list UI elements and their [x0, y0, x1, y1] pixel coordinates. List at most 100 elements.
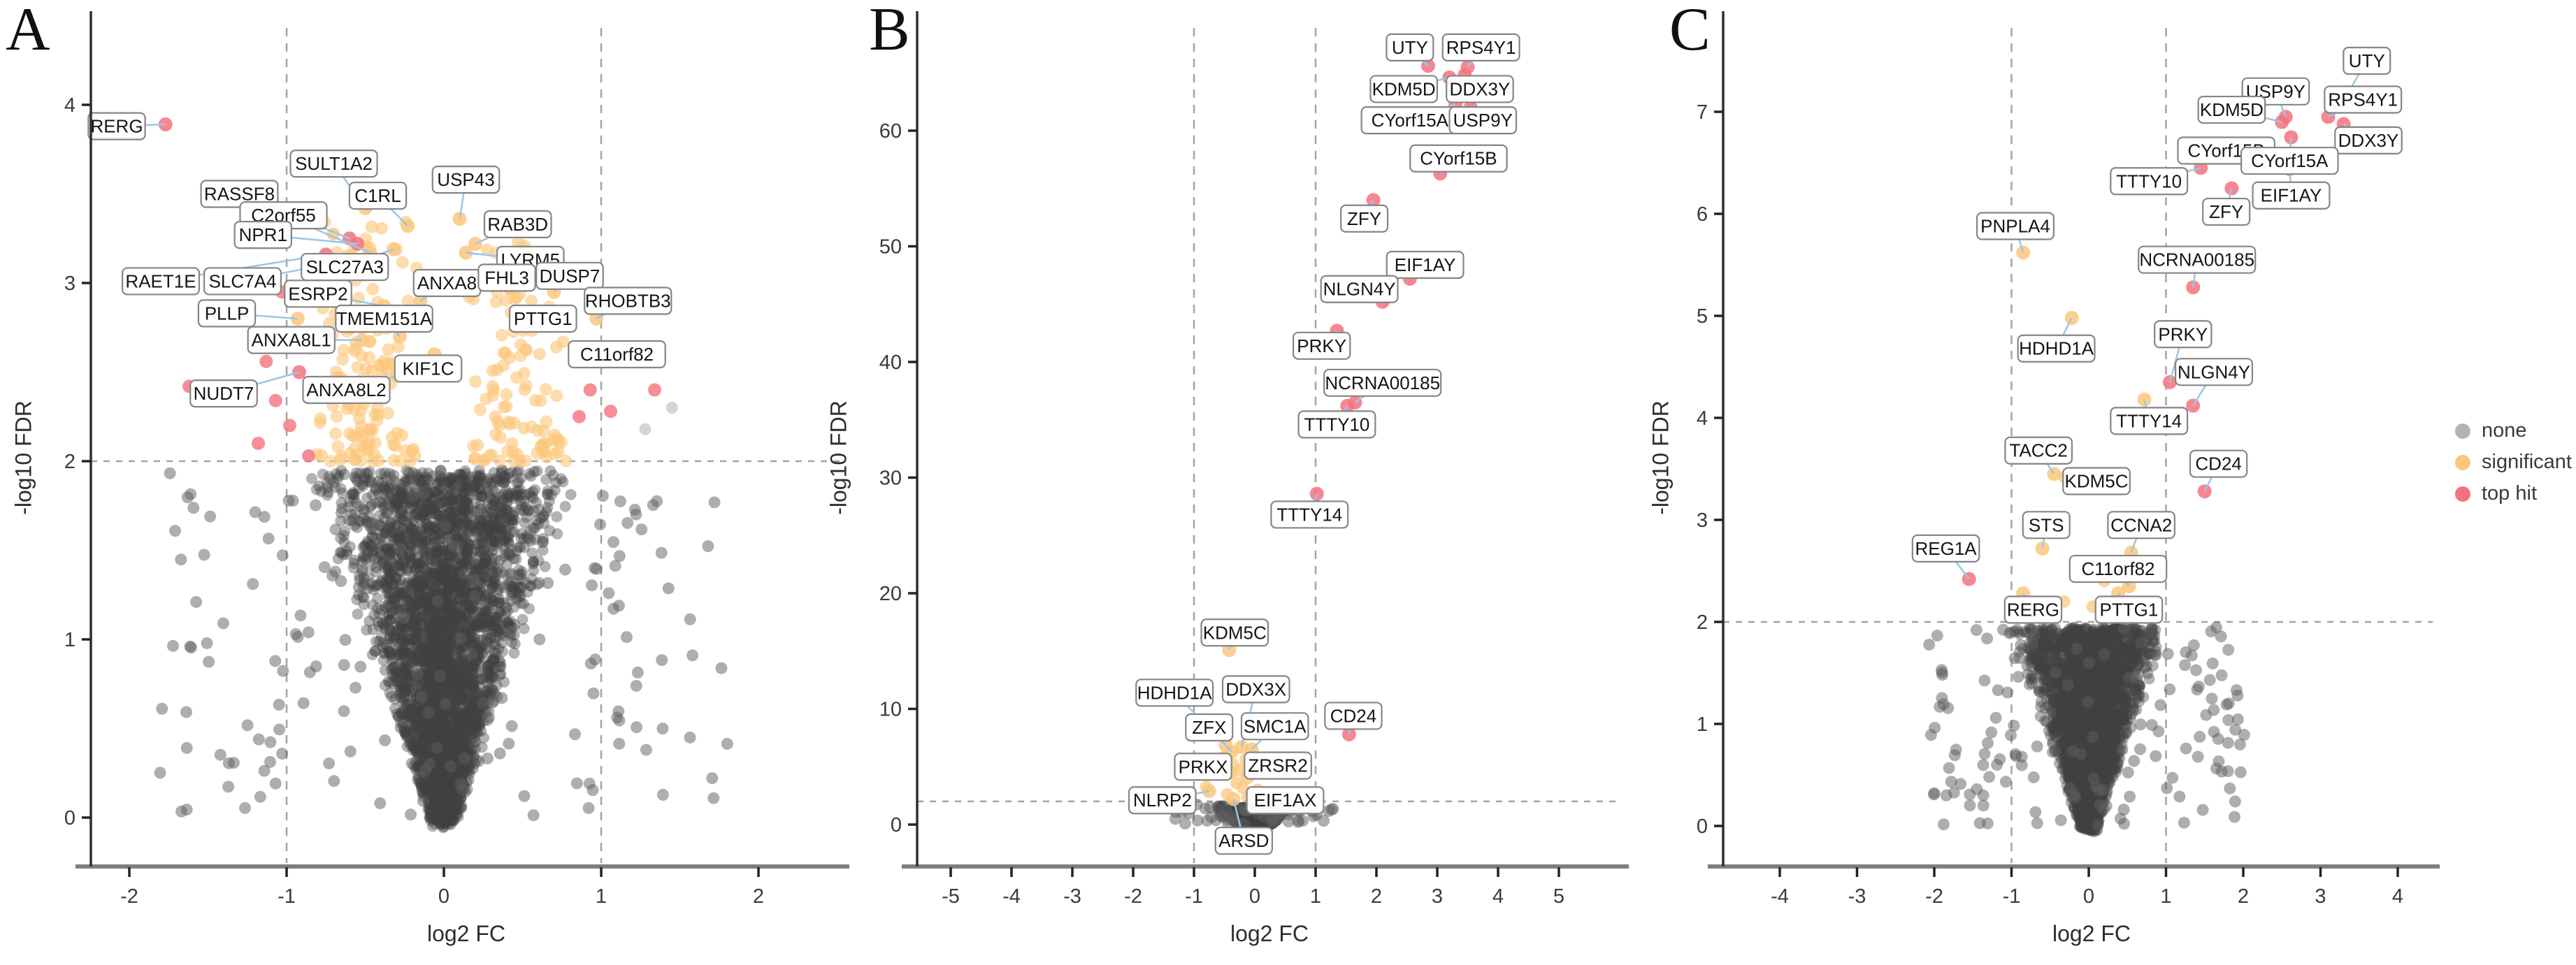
y-tick-label: 50 [879, 236, 902, 259]
svg-text:TMEM151A: TMEM151A [336, 308, 433, 329]
x-tick-label: -1 [2003, 885, 2021, 908]
legend-label-top-hit: top hit [2482, 482, 2537, 505]
legend-item-top-hit: top hit [2455, 482, 2572, 505]
gene-label-ZFX: ZFX [1185, 713, 1234, 742]
svg-text:USP43: USP43 [437, 169, 494, 190]
y-tick-label: 4 [64, 94, 75, 117]
gene-label-PRKX: PRKX [1174, 753, 1232, 781]
x-tick-label: -2 [1124, 885, 1142, 908]
background-points [305, 464, 577, 834]
svg-text:SLC27A3: SLC27A3 [306, 256, 384, 277]
svg-text:ANXA8L1: ANXA8L1 [252, 330, 331, 351]
x-tick-label: 1 [1310, 885, 1321, 908]
svg-text:NUDT7: NUDT7 [194, 383, 254, 404]
legend-item-significant: significant [2455, 451, 2572, 474]
outlier-points [1923, 621, 2250, 832]
gene-label-DDX3Y: DDX3Y [1446, 75, 1514, 103]
gene-label-NLGN4Y: NLGN4Y [2175, 358, 2254, 386]
gene-label-PRKY: PRKY [1292, 331, 1351, 360]
y-tick-label: 0 [1697, 815, 1708, 838]
panel-c-letter: C [1669, 0, 1711, 64]
gene-label-ESRP2: ESRP2 [284, 280, 352, 308]
y-tick-label: 6 [1697, 203, 1708, 226]
gene-label-TTTY10: TTTY10 [1297, 410, 1376, 439]
gene-label-UTY: UTY [2343, 46, 2391, 75]
svg-text:ANXA8L2: ANXA8L2 [306, 379, 386, 400]
gene-label-ARSD: ARSD [1214, 827, 1274, 855]
y-tick-label: 1 [64, 629, 75, 651]
x-tick-label: 3 [1432, 885, 1443, 908]
gene-label-STS: STS [2022, 511, 2071, 539]
x-tick-label: 2 [2238, 885, 2249, 908]
background-points [2005, 621, 2162, 838]
legend-label-none: none [2482, 419, 2527, 442]
gene-label-RERG: RERG [87, 112, 146, 140]
gene-label-TMEM151A: TMEM151A [335, 304, 433, 333]
gene-label-RAB3D: RAB3D [483, 210, 552, 238]
gene-label-ZFY: ZFY [2202, 197, 2251, 226]
legend: none significant top hit [2455, 419, 2572, 514]
gene-label-TTTY10: TTTY10 [2110, 167, 2189, 196]
y-tick-label: 3 [64, 273, 75, 295]
x-axis-line [1708, 864, 2440, 869]
panel-b-letter: B [869, 0, 910, 64]
axes: 0 10 20 30 40 50 60 -5 -4 -3 -2 -1 0 1 2 3 4 5 [879, 11, 1629, 908]
gene-label-RPS4Y1: RPS4Y1 [2324, 85, 2403, 114]
gene-label-REG1A: REG1A [1911, 534, 1980, 563]
gene-label-EIF1AY: EIF1AY [1386, 250, 1465, 280]
x-tick-label: 1 [2160, 885, 2171, 908]
gene-label-NCRNA00185: NCRNA00185 [2138, 245, 2257, 274]
svg-text:RAET1E: RAET1E [125, 270, 196, 291]
outlier-points [154, 465, 733, 822]
x-tick-label: 4 [2392, 885, 2403, 908]
axes: 0 1 2 3 4 5 6 7 -4 -3 -2 -1 0 1 2 3 4 [1697, 11, 2440, 908]
gene-label-CYorf15A: CYorf15A [2240, 146, 2339, 175]
x-tick-label: 0 [2083, 885, 2094, 908]
y-tick-label: 0 [891, 814, 902, 836]
gene-label-ZRSR2: ZRSR2 [1244, 751, 1312, 780]
gene-label-KDM5D: KDM5D [2197, 95, 2266, 124]
x-tick-label: -3 [1063, 885, 1081, 908]
gene-label-PRKY: PRKY [2154, 320, 2212, 349]
svg-text:ANXA8: ANXA8 [417, 273, 477, 293]
y-tick-label: 10 [879, 699, 902, 721]
legend-dot-none [2455, 423, 2470, 439]
gene-label-EIF1AY: EIF1AY [2252, 181, 2331, 210]
x-tick-label: -2 [1925, 885, 1943, 908]
gene-label-RASSF8: RASSF8 [200, 180, 279, 208]
svg-text:PLLP: PLLP [205, 303, 250, 324]
gene-label-NLGN4Y: NLGN4Y [1320, 275, 1399, 303]
svg-text:RERG: RERG [90, 116, 143, 137]
x-tick-label: -1 [1185, 885, 1203, 908]
gene-label-CYorf15B: CYorf15B [1409, 144, 1508, 173]
gene-label-NUDT7: NUDT7 [189, 379, 258, 408]
y-tick-label: 20 [879, 583, 902, 605]
y-tick-label: 4 [1697, 407, 1708, 430]
legend-dot-significant [2455, 454, 2470, 470]
gene-label-C11orf82: C11orf82 [568, 340, 666, 369]
legend-dot-top-hit [2455, 486, 2470, 502]
gene-label-ANXA8: ANXA8 [412, 268, 482, 298]
gene-label-DDX3X: DDX3X [1221, 675, 1290, 704]
gene-label-CCNA2: CCNA2 [2107, 511, 2175, 539]
y-tick-label: 40 [879, 351, 902, 374]
svg-text:FHL3: FHL3 [484, 267, 529, 288]
x-tick-label: -3 [1848, 885, 1866, 908]
panel-c-ylabel: -log10 FDR [1648, 400, 1674, 515]
x-tick-label: 3 [2315, 885, 2326, 908]
threshold-lines [91, 28, 842, 863]
y-tick-label: 5 [1697, 305, 1708, 328]
gene-label-KIF1C: KIF1C [394, 354, 463, 383]
gene-label-C1RL: C1RL [348, 181, 408, 210]
y-tick-label: 2 [1697, 611, 1708, 634]
y-tick-label: 0 [64, 807, 75, 829]
extra-none-points [639, 402, 678, 435]
svg-text:KIF1C: KIF1C [403, 358, 454, 379]
svg-text:ESRP2: ESRP2 [288, 283, 347, 304]
gene-label-PTTG1: PTTG1 [508, 304, 577, 333]
legend-label-significant: significant [2482, 451, 2572, 473]
